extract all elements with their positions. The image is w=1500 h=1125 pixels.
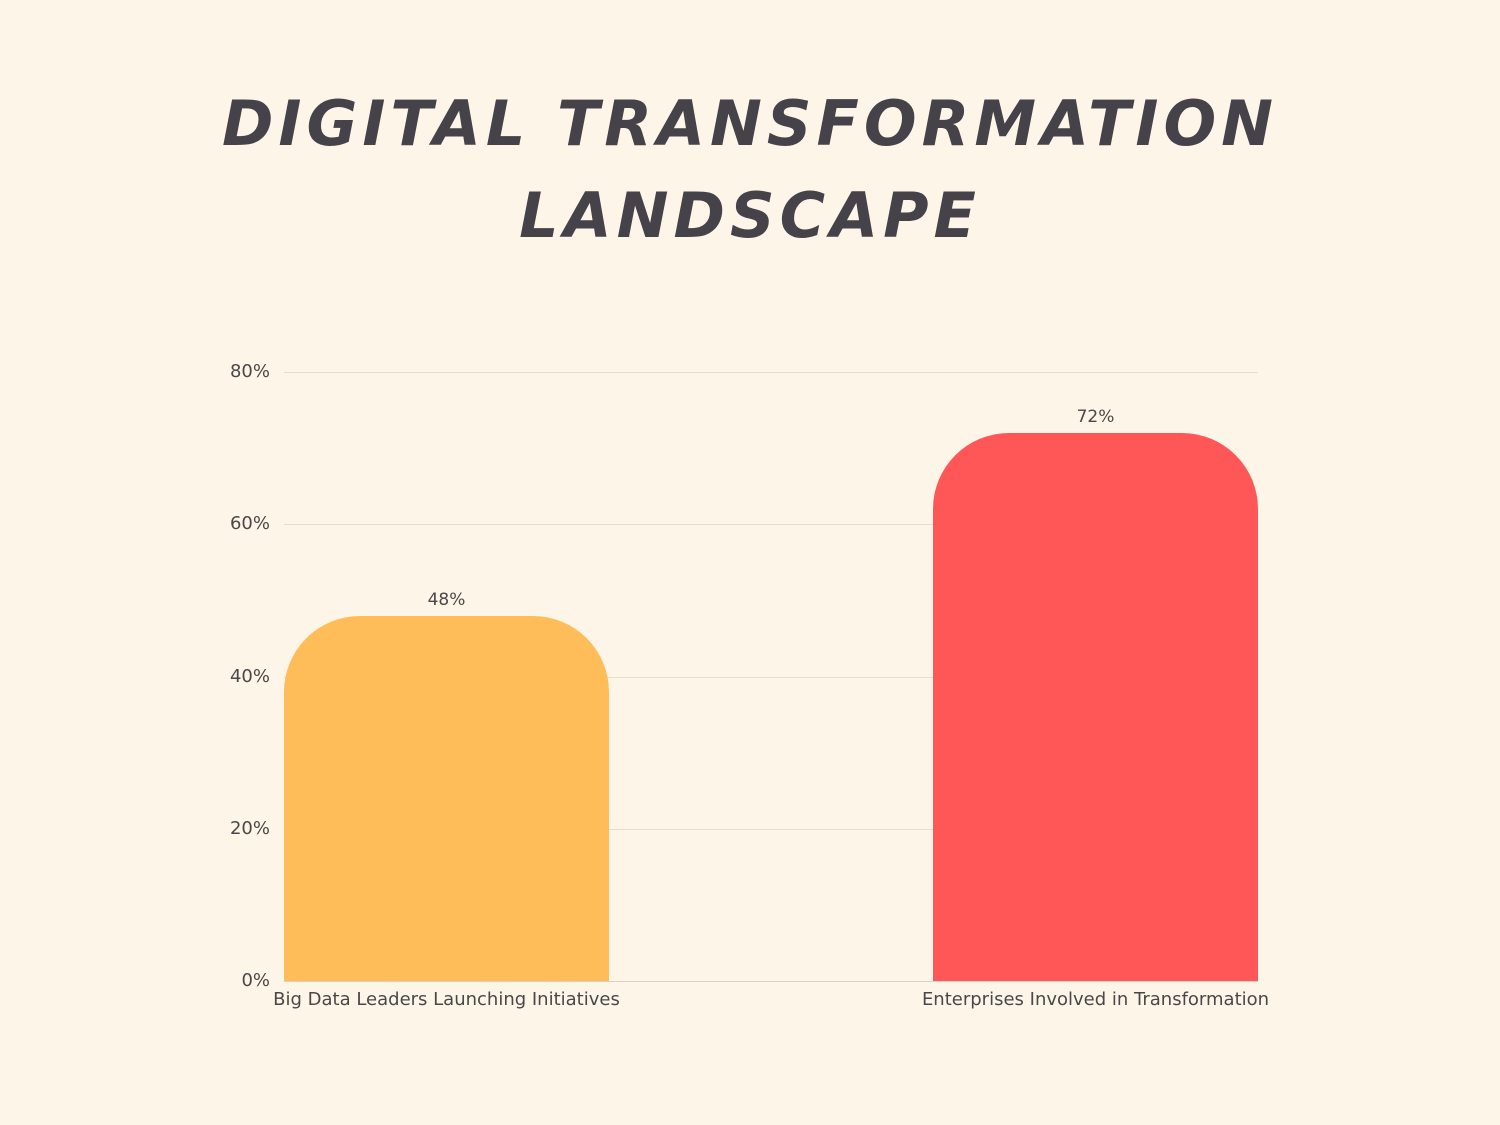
gridline (284, 677, 1258, 678)
bar-value-label: 72% (1076, 407, 1115, 427)
gridline (284, 372, 1258, 373)
chart-title-line-2: LANDSCAPE (519, 179, 981, 252)
y-axis-tick-label: 0% (241, 970, 270, 991)
gridline (284, 524, 1258, 525)
chart-title: DIGITAL TRANSFORMATION LANDSCAPE (0, 78, 1500, 262)
bar-value-label: 48% (427, 590, 466, 610)
y-axis-tick-label: 80% (229, 361, 270, 382)
y-axis-tick-label: 60% (229, 513, 270, 534)
x-axis-category-label: Big Data Leaders Launching Initiatives (273, 989, 620, 1010)
x-axis-category-label: Enterprises Involved in Transformation (921, 989, 1270, 1010)
bar-1 (284, 616, 609, 981)
bar-2 (933, 433, 1258, 981)
y-axis-tick-label: 20% (229, 818, 270, 839)
x-axis-baseline (284, 981, 1258, 982)
chart-title-line-1: DIGITAL TRANSFORMATION (221, 87, 1279, 160)
gridline (284, 829, 1258, 830)
y-axis-tick-label: 40% (229, 666, 270, 687)
